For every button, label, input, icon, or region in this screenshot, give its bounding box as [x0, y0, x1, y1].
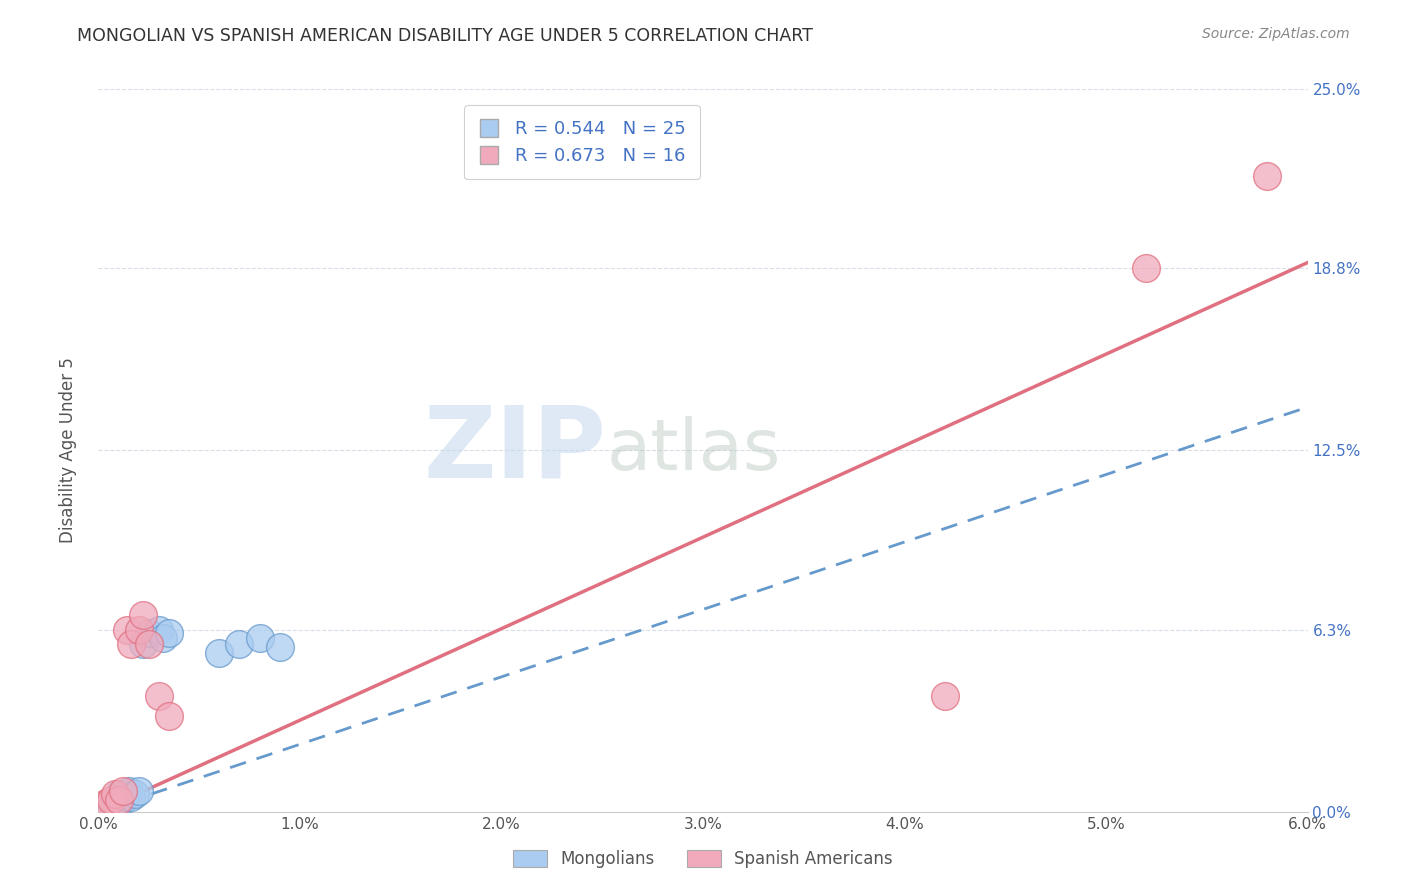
Point: [132, 608, 155, 623]
Point: [128, 623, 150, 637]
Point: [93, 799, 115, 814]
Point: [148, 623, 170, 637]
Point: [107, 788, 129, 802]
Point: [1256, 169, 1278, 183]
Point: [115, 788, 138, 802]
Point: [97, 799, 120, 814]
Y-axis label: Disability Age Under 5: Disability Age Under 5: [59, 358, 77, 543]
Point: [128, 784, 150, 798]
Point: [91, 799, 114, 814]
Point: [269, 640, 291, 654]
Point: [208, 646, 231, 660]
Point: [114, 790, 136, 805]
Point: [120, 790, 142, 805]
Point: [249, 632, 271, 646]
Point: [111, 793, 134, 807]
Point: [152, 632, 174, 646]
Point: [124, 788, 146, 802]
Point: [118, 784, 141, 798]
Point: [96, 796, 118, 810]
Text: MONGOLIAN VS SPANISH AMERICAN DISABILITY AGE UNDER 5 CORRELATION CHART: MONGOLIAN VS SPANISH AMERICAN DISABILITY…: [77, 27, 813, 45]
Point: [1135, 261, 1157, 276]
Text: Source: ZipAtlas.com: Source: ZipAtlas.com: [1202, 27, 1350, 41]
Point: [120, 637, 142, 651]
Legend: Mongolians, Spanish Americans: Mongolians, Spanish Americans: [506, 843, 900, 875]
Text: ZIP: ZIP: [423, 402, 606, 499]
Point: [107, 790, 129, 805]
Point: [138, 637, 160, 651]
Point: [157, 709, 180, 723]
Point: [111, 784, 134, 798]
Point: [157, 625, 180, 640]
Point: [101, 796, 124, 810]
Point: [91, 802, 114, 816]
Legend: R = 0.544   N = 25, R = 0.673   N = 16: R = 0.544 N = 25, R = 0.673 N = 16: [464, 105, 700, 179]
Point: [115, 623, 138, 637]
Point: [100, 793, 122, 807]
Point: [138, 625, 160, 640]
Point: [934, 689, 956, 703]
Text: atlas: atlas: [606, 416, 780, 485]
Point: [100, 796, 122, 810]
Point: [132, 637, 155, 651]
Point: [148, 689, 170, 703]
Point: [107, 793, 129, 807]
Point: [103, 793, 125, 807]
Point: [103, 788, 125, 802]
Point: [105, 796, 128, 810]
Point: [228, 637, 250, 651]
